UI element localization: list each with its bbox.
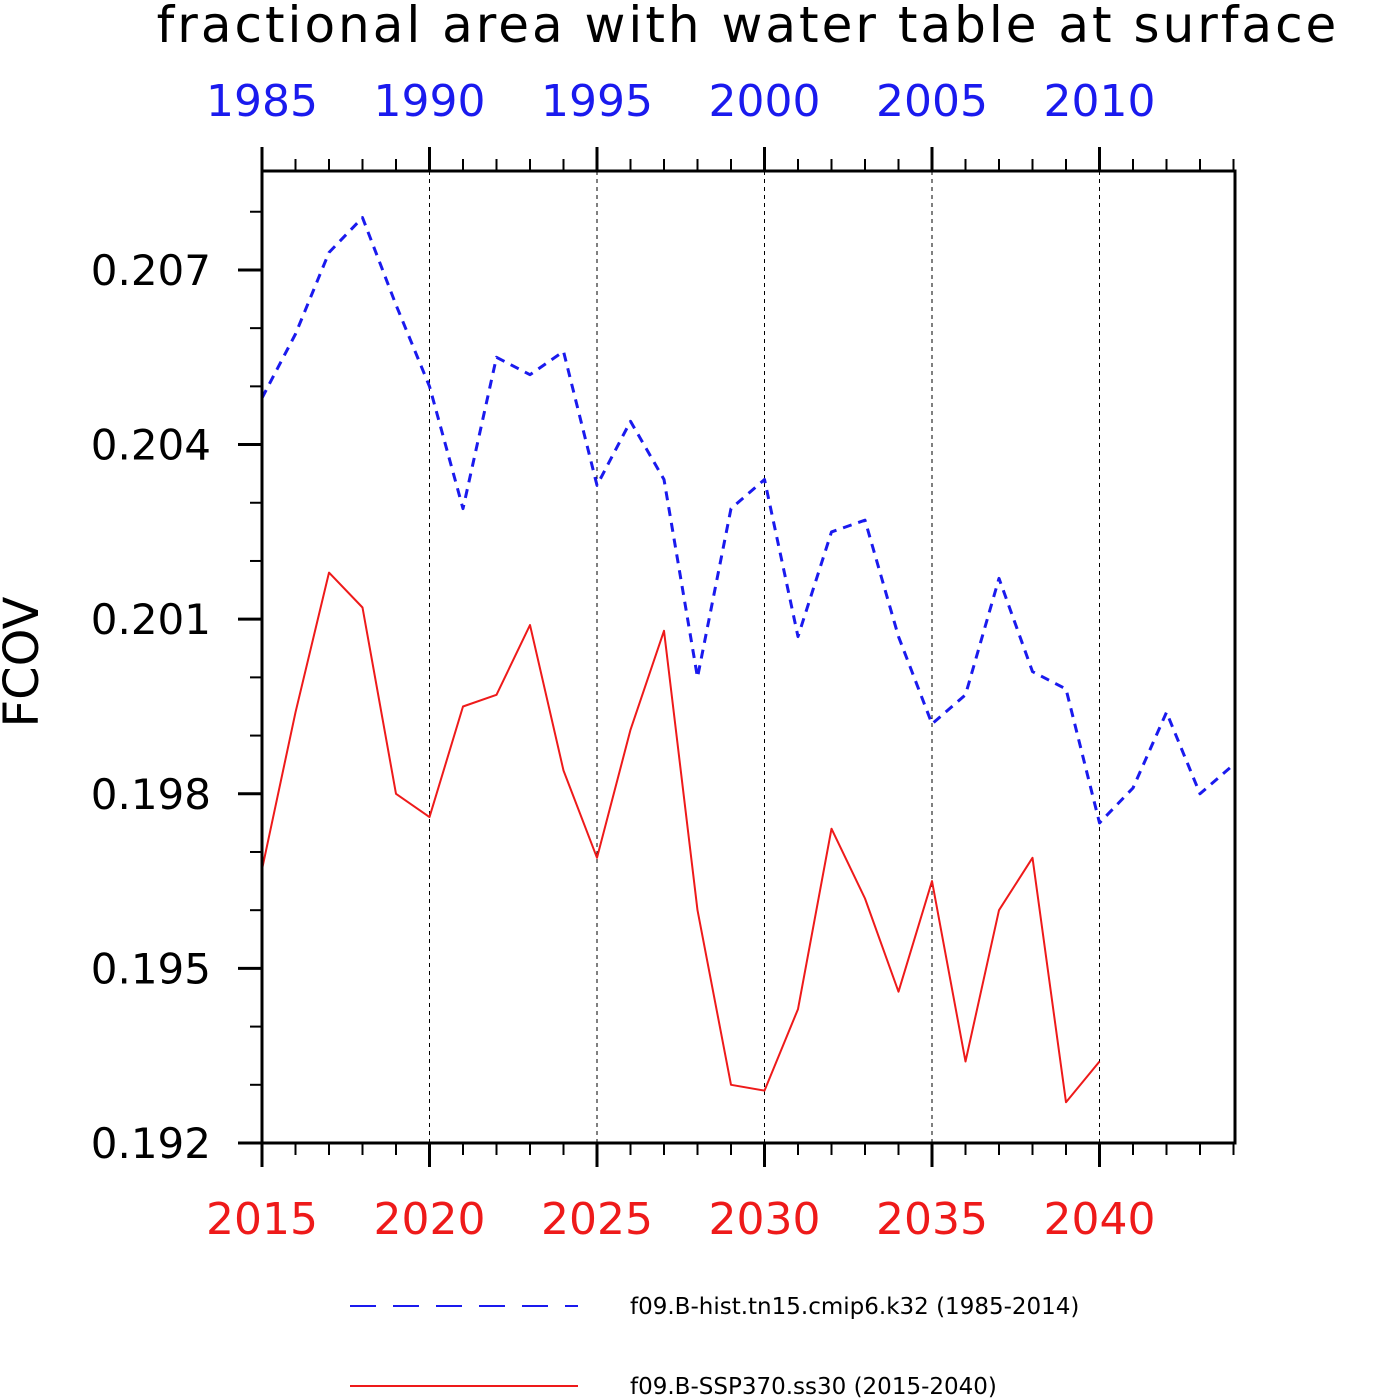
y-tick-label: 0.207 (91, 246, 211, 295)
y-tick-label: 0.201 (91, 595, 211, 644)
top-tick-label: 2010 (1044, 76, 1156, 127)
bottom-axis: 2015 2020 2025 2030 2035 2040 (206, 1143, 1235, 1245)
top-tick-label: 2005 (876, 76, 988, 127)
series-line-hist (260, 216, 1235, 825)
top-tick-label: 1985 (206, 76, 318, 127)
plot-frame (260, 169, 1237, 1145)
bottom-tick-label: 2030 (709, 1194, 821, 1245)
bottom-tick-label: 2020 (374, 1194, 486, 1245)
grid-lines (429, 171, 1100, 1143)
chart-title: fractional area with water table at surf… (157, 0, 1340, 54)
series-layer (260, 216, 1235, 1104)
y-tick-label: 0.192 (91, 1119, 211, 1168)
y-axis: 0.192 0.195 0.198 0.201 0.204 0.207 (91, 210, 262, 1168)
bottom-tick-label: 2040 (1044, 1194, 1156, 1245)
bottom-tick-label: 2025 (541, 1194, 653, 1245)
top-tick-label: 1995 (541, 76, 653, 127)
top-tick-label: 2000 (709, 76, 821, 127)
y-axis-label: FCOV (0, 596, 50, 727)
legend: f09.B-hist.tn15.cmip6.k32 (1985-2014) f09… (350, 1294, 1079, 1400)
y-tick-label: 0.204 (91, 421, 211, 470)
y-tick-label: 0.198 (91, 770, 211, 819)
bottom-tick-label: 2035 (876, 1194, 988, 1245)
legend-label: f09.B-SSP370.ss30 (2015-2040) (630, 1374, 997, 1400)
y-tick-label: 0.195 (91, 944, 211, 993)
legend-label: f09.B-hist.tn15.cmip6.k32 (1985-2014) (630, 1294, 1079, 1320)
top-axis: 1985 1990 1995 2000 2005 2010 (206, 76, 1235, 171)
series-line-ssp370 (261, 571, 1101, 1104)
bottom-tick-label: 2015 (206, 1194, 318, 1245)
top-tick-label: 1990 (374, 76, 486, 127)
